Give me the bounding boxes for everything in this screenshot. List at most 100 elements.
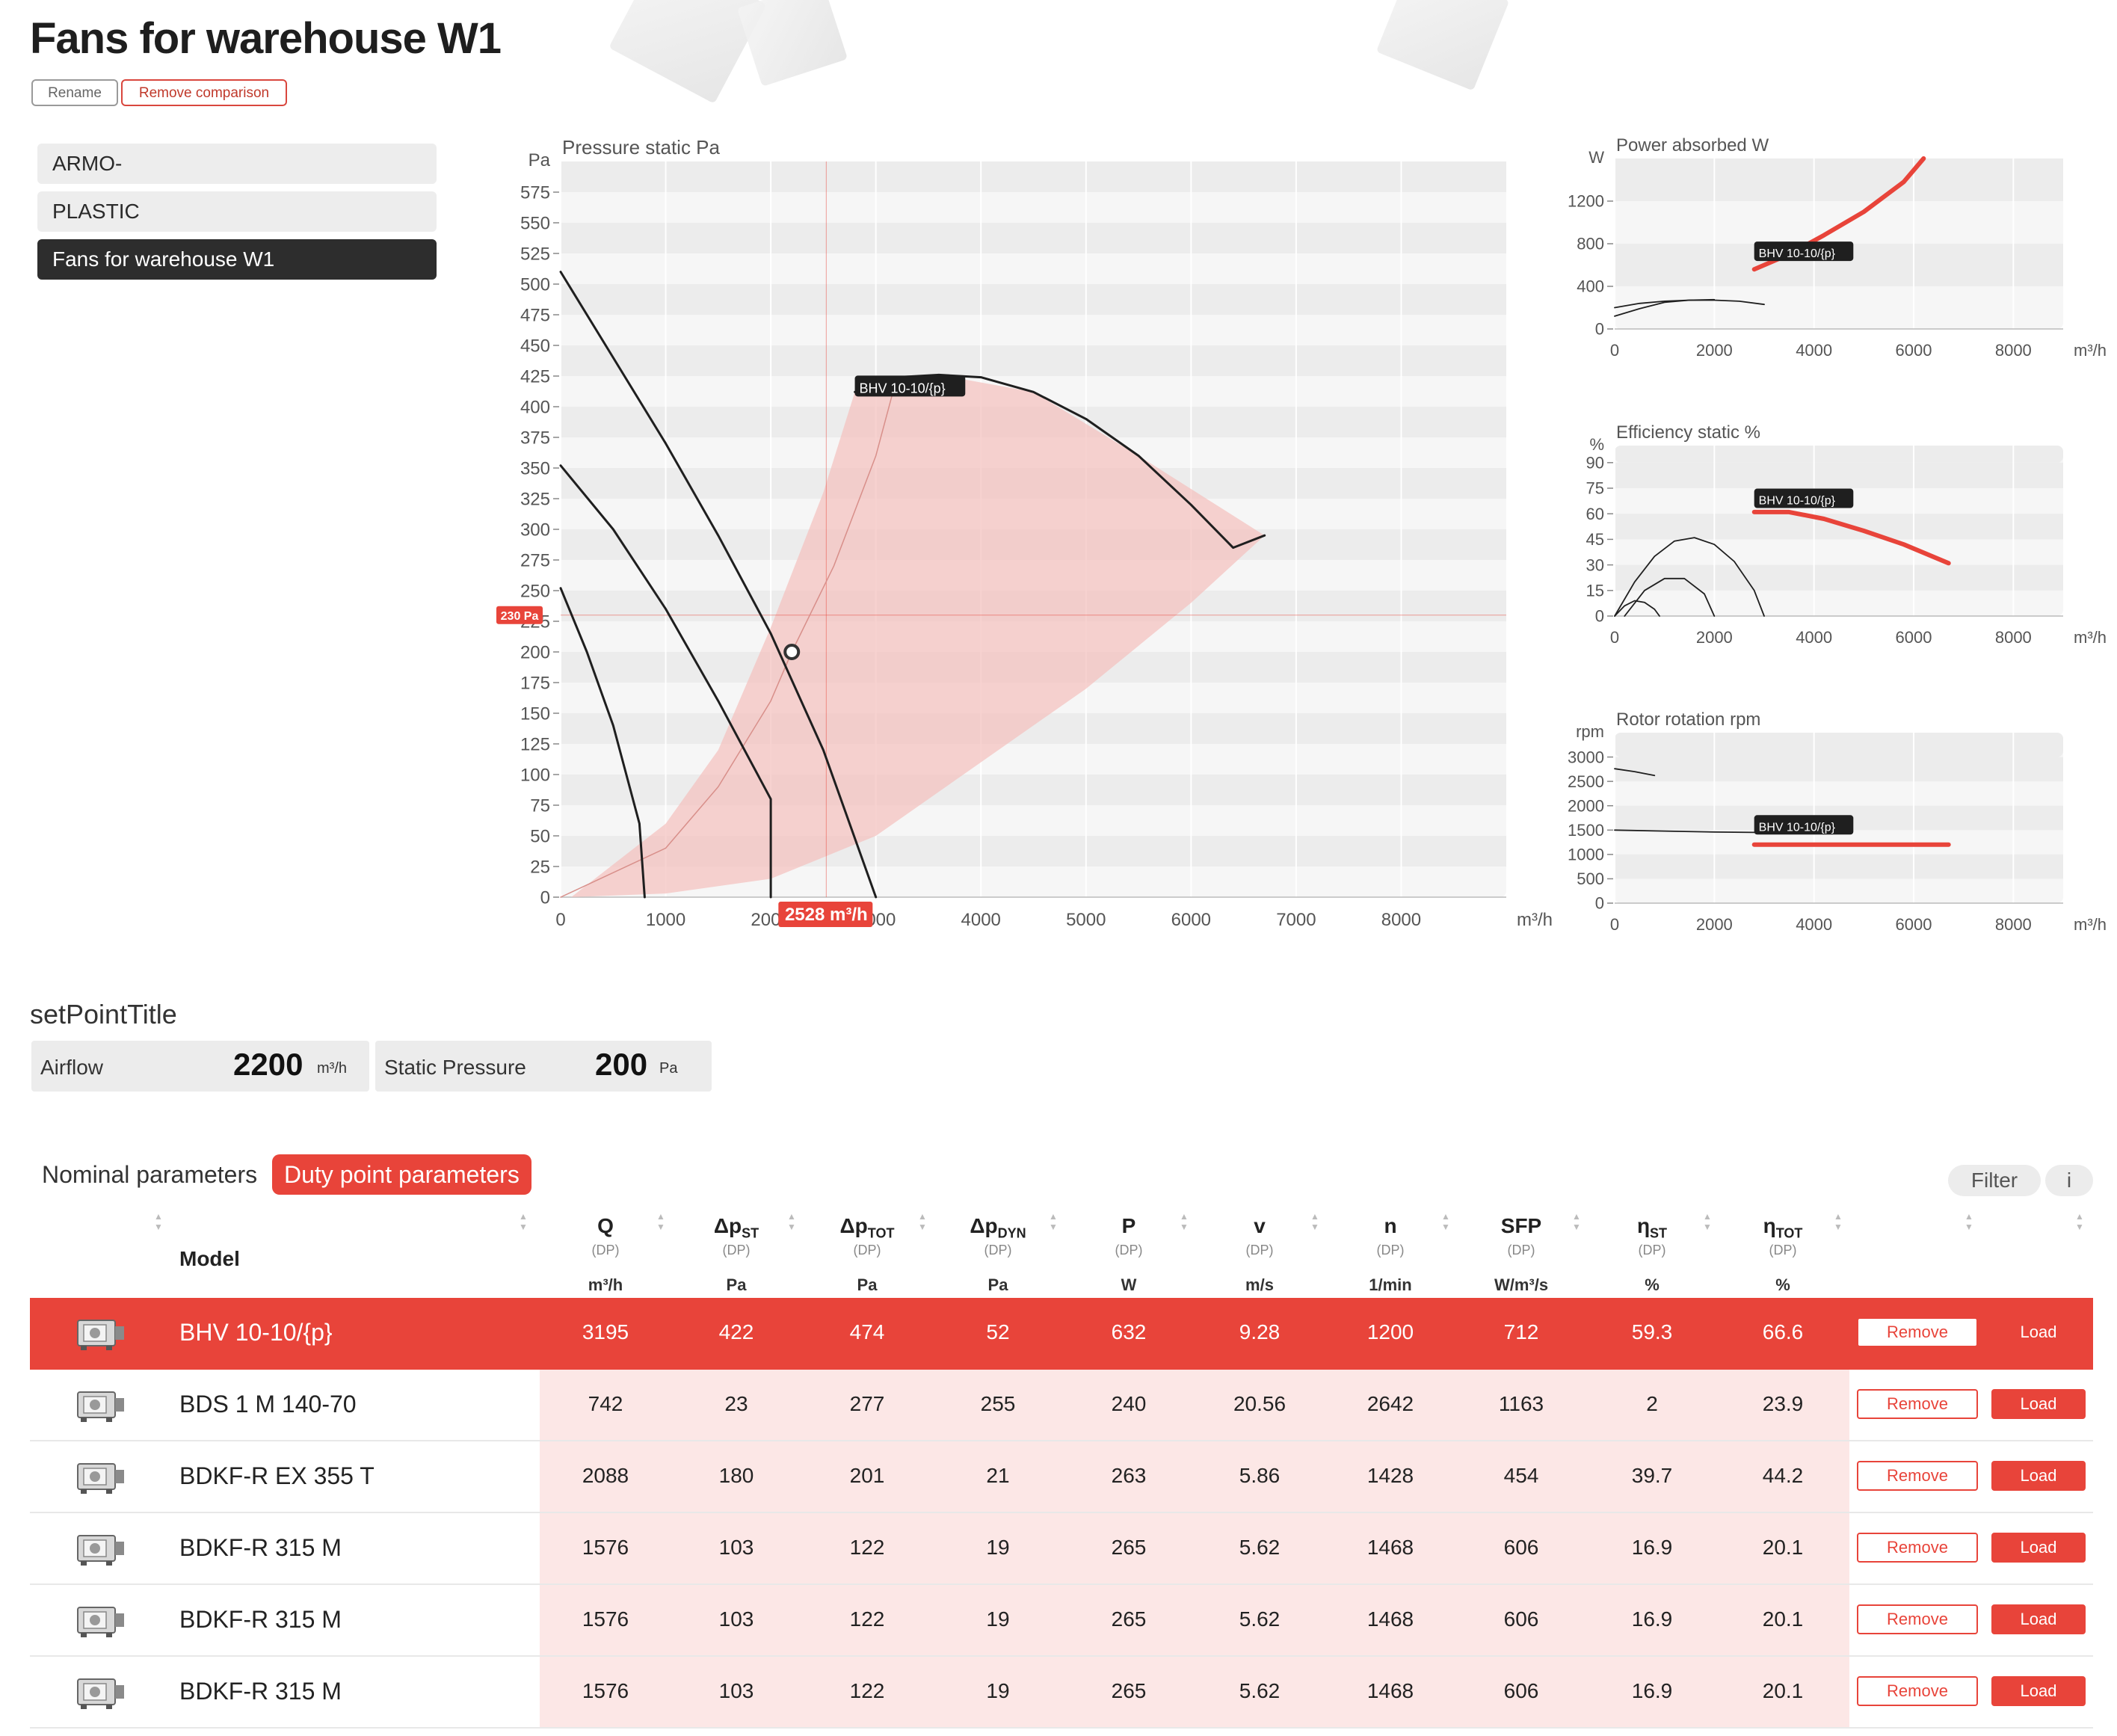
x-tick-label: 6000 xyxy=(1896,341,1932,360)
load-row-button[interactable]: Load xyxy=(2020,1323,2057,1341)
sort-icon[interactable]: ▲ ▼ xyxy=(1572,1211,1581,1232)
sort-icon[interactable]: ▲ ▼ xyxy=(1703,1211,1712,1232)
table-cell: 19 xyxy=(986,1607,1010,1631)
y-tick-label: 1500 xyxy=(1568,821,1604,840)
column-symbol-text: Q xyxy=(597,1214,614,1237)
remove-row-button[interactable]: Remove xyxy=(1857,1533,1978,1563)
static-pressure-field[interactable]: Static Pressure 200 Pa xyxy=(375,1041,712,1092)
load-row-button[interactable]: Load xyxy=(1991,1676,2086,1706)
load-row-button[interactable]: Load xyxy=(1991,1533,2086,1563)
grid-band xyxy=(1615,564,2063,591)
table-row[interactable]: BDKF-R 315 M 1576 103 122 19 265 5.62 1468 606 16… xyxy=(30,1585,2093,1657)
y-tick-label: 0 xyxy=(1595,607,1604,626)
sort-icon[interactable]: ▲ ▼ xyxy=(1180,1211,1189,1232)
y-readout-badge xyxy=(496,606,543,624)
sort-icon[interactable]: ▲ ▼ xyxy=(1834,1211,1843,1232)
sort-icon[interactable]: ▲ ▼ xyxy=(519,1211,528,1232)
rename-button[interactable]: Rename xyxy=(31,79,118,106)
table-row[interactable]: BDS 1 M 140-70 742 23 277 255 240 20.56 2642 116… xyxy=(30,1370,2093,1441)
table-cell: 265 xyxy=(1111,1607,1147,1631)
airflow-field[interactable]: Airflow 2200 m³/h xyxy=(31,1041,369,1092)
duty-columns-shade xyxy=(540,1585,1849,1655)
table-cell: 422 xyxy=(718,1320,754,1343)
y-tick-label: 0 xyxy=(1595,894,1604,913)
model-name[interactable]: BDKF-R EX 355 T xyxy=(179,1462,375,1489)
table-cell: 1576 xyxy=(582,1679,629,1702)
sidebar-item-fans-warehouse-w1[interactable]: Fans for warehouse W1 xyxy=(37,239,437,280)
rotation-chart[interactable]: Rotor rotation rpm rpm 0 500 1000 1500 2000 250… xyxy=(1555,706,2107,945)
load-row-button[interactable]: Load xyxy=(1991,1389,2086,1419)
sidebar-item-armo[interactable]: ARMO- xyxy=(37,144,437,184)
model-name[interactable]: BDKF-R 315 M xyxy=(179,1606,342,1633)
pressure-chart[interactable]: Pressure static Pa Pa 0 25 50 75 100 125 150 175 2… xyxy=(493,132,1553,961)
grid-band xyxy=(1615,757,2063,782)
grid-band xyxy=(561,284,1506,315)
column-symbol: P xyxy=(1063,1214,1195,1242)
model-name[interactable]: BDS 1 M 140-70 xyxy=(179,1391,357,1418)
model-header[interactable]: Model xyxy=(179,1247,240,1270)
fan-curve xyxy=(1614,537,1765,617)
y-axis-unit: Pa xyxy=(529,150,551,170)
table-row[interactable]: BDKF-R 315 M 1576 103 122 19 265 5.62 1468 606 16… xyxy=(30,1513,2093,1585)
table-cell: 606 xyxy=(1503,1607,1539,1631)
sort-icon[interactable]: ▲ ▼ xyxy=(1310,1211,1319,1232)
table-cell: 2642 xyxy=(1366,1392,1414,1415)
y-tick-label: 175 xyxy=(520,673,550,693)
column-unit: W/m³/s xyxy=(1494,1275,1549,1294)
remove-row-button[interactable]: Remove xyxy=(1857,1317,1978,1347)
table-row[interactable]: BDKF-R 315 M 1576 103 122 19 265 5.62 1468 606 16… xyxy=(30,1657,2093,1729)
fan-curve xyxy=(559,271,878,899)
fan-thumbnail-icon xyxy=(73,1672,127,1712)
column-symbol: v xyxy=(1194,1214,1325,1242)
duty-columns-shade xyxy=(540,1441,1849,1512)
airflow-label: Airflow xyxy=(40,1056,104,1079)
x-tick-label: 0 xyxy=(1610,341,1619,360)
model-name[interactable]: BDKF-R 315 M xyxy=(179,1678,342,1705)
remove-row-button[interactable]: Remove xyxy=(1857,1389,1978,1419)
x-tick-label: 4000 xyxy=(961,910,1001,930)
sort-icon[interactable]: ▲ ▼ xyxy=(656,1211,665,1232)
column-symbol: Q xyxy=(540,1214,671,1242)
comparison-list: ARMO- PLASTIC Fans for warehouse W1 xyxy=(37,144,437,287)
remove-row-button[interactable]: Remove xyxy=(1857,1461,1978,1491)
y-tick-label: 15 xyxy=(1586,582,1604,600)
efficiency-chart[interactable]: Efficiency static %% 0 15 30 45 60 75 90 0 2000 40… xyxy=(1555,419,2107,658)
column-symbol-subscript: TOT xyxy=(1775,1225,1803,1241)
table-cell: 103 xyxy=(718,1607,754,1631)
model-name[interactable]: BHV 10-10/{p} xyxy=(179,1319,333,1346)
load-row-button[interactable]: Load xyxy=(1991,1461,2086,1491)
table-cell: 3195 xyxy=(582,1320,629,1343)
column-symbol-text: n xyxy=(1384,1214,1397,1237)
duty-point-tag: (DP) xyxy=(1376,1243,1405,1258)
sort-icon[interactable]: ▲ ▼ xyxy=(1965,1211,1973,1232)
model-name[interactable]: BDKF-R 315 M xyxy=(179,1534,342,1561)
remove-row-button[interactable]: Remove xyxy=(1857,1604,1978,1634)
column-symbol-text: P xyxy=(1121,1214,1136,1237)
tab-nominal-parameters[interactable]: Nominal parameters xyxy=(42,1161,258,1188)
table-cell: 23 xyxy=(724,1392,748,1415)
x-tick-label: 2000 xyxy=(1696,915,1733,934)
sort-icon[interactable]: ▲ ▼ xyxy=(1441,1211,1450,1232)
sort-icon[interactable]: ▲ ▼ xyxy=(2075,1211,2084,1232)
sort-icon[interactable]: ▲ ▼ xyxy=(1049,1211,1058,1232)
series-label: BHV 10-10/{p} xyxy=(860,381,946,395)
table-cell: 66.6 xyxy=(1762,1320,1804,1343)
remove-comparison-button[interactable]: Remove comparison xyxy=(121,79,287,106)
table-cell: 122 xyxy=(849,1536,885,1559)
info-button[interactable]: i xyxy=(2045,1165,2093,1196)
load-row-button[interactable]: Load xyxy=(1991,1604,2086,1634)
table-header: ▲ ▼ Model ▲ ▼ ▲ ▼ ▲ ▼ Q (DP) m³/h ▲ ▼ ΔpST (DP) Pa ▲… xyxy=(30,1208,2093,1298)
filter-button[interactable]: Filter xyxy=(1948,1165,2041,1196)
sort-icon[interactable]: ▲ ▼ xyxy=(787,1211,796,1232)
remove-row-button[interactable]: Remove xyxy=(1857,1676,1978,1706)
table-cell: 122 xyxy=(849,1607,885,1631)
duty-point-tag: (DP) xyxy=(1638,1243,1666,1258)
sort-icon[interactable]: ▲ ▼ xyxy=(918,1211,927,1232)
tab-duty-point-parameters[interactable]: Duty point parameters xyxy=(272,1154,531,1195)
power-chart[interactable]: Power absorbed W W 0 400 800 1200 0 2000 4000 600… xyxy=(1555,132,2107,371)
table-row[interactable]: BHV 10-10/{p} 3195 422 474 52 632 9.28 1200 712 5… xyxy=(30,1298,2093,1370)
sort-icon[interactable]: ▲ ▼ xyxy=(154,1211,163,1232)
fan-curve xyxy=(1624,577,1716,617)
sidebar-item-plastic[interactable]: PLASTIC xyxy=(37,191,437,232)
table-row[interactable]: BDKF-R EX 355 T 2088 180 201 21 263 5.86 1428 45… xyxy=(30,1441,2093,1513)
